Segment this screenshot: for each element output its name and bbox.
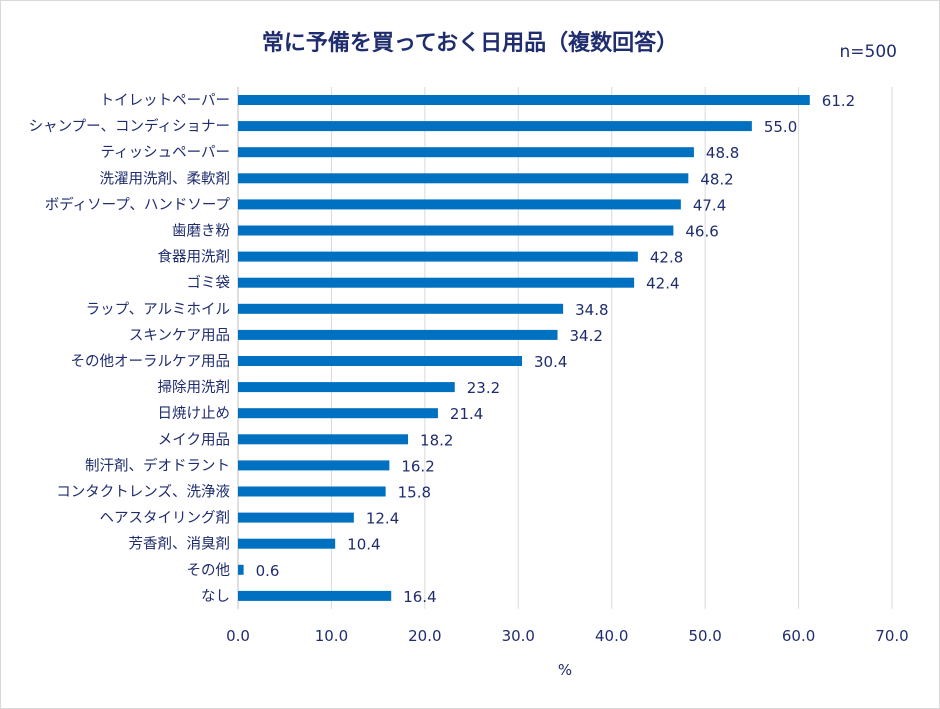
bar [238, 95, 810, 105]
category-label: スキンケア用品 [129, 327, 230, 344]
bar [238, 251, 638, 262]
data-label: 48.8 [706, 144, 739, 162]
data-label: 15.8 [398, 484, 431, 502]
data-label: 10.4 [347, 536, 380, 554]
bar [238, 121, 752, 132]
x-tick-label: 40.0 [595, 627, 628, 645]
x-axis-label: % [558, 661, 572, 679]
data-label: 30.4 [534, 353, 567, 371]
category-label: シャンプー、コンディショナー [29, 117, 230, 135]
x-tick-label: 30.0 [502, 627, 535, 645]
bar [238, 303, 564, 314]
data-label: 16.4 [403, 588, 436, 606]
category-label: その他オーラルケア用品 [71, 353, 231, 370]
category-label: トイレットペーパー [100, 92, 230, 109]
data-label: 34.2 [570, 327, 603, 345]
category-label: 歯磨き粉 [172, 223, 230, 240]
data-label: 18.2 [420, 431, 453, 449]
data-label: 42.8 [650, 249, 683, 267]
category-label: ティッシュペーパー [101, 144, 230, 161]
data-label: 23.2 [467, 379, 500, 397]
category-label: メイク用品 [158, 431, 230, 448]
bar [238, 434, 409, 445]
bar [238, 564, 244, 575]
bar [238, 173, 689, 184]
bar [238, 486, 386, 497]
data-label: 47.4 [693, 196, 726, 214]
data-label: 12.4 [366, 510, 399, 528]
bar [238, 538, 336, 549]
bar [238, 147, 694, 158]
bar [238, 199, 681, 210]
x-tick-label: 20.0 [408, 627, 441, 645]
category-label: ボディソープ、ハンドソープ [45, 195, 231, 213]
category-label: 日焼け止め [158, 405, 231, 422]
data-label: 0.6 [256, 562, 280, 580]
bar [238, 277, 635, 288]
data-label: 55.0 [764, 118, 797, 136]
bar [238, 408, 438, 419]
x-tick-label: 70.0 [875, 627, 908, 645]
bar [238, 225, 674, 236]
category-label: ヘアスタイリング剤 [100, 510, 231, 527]
x-tick-label: 60.0 [782, 627, 815, 645]
data-label: 16.2 [401, 457, 434, 475]
data-label: 42.4 [646, 275, 679, 293]
x-tick-label: 0.0 [226, 627, 250, 645]
bar [238, 356, 523, 366]
category-label: ゴミ袋 [187, 274, 231, 292]
category-label: なし [201, 588, 230, 605]
category-label: ラップ、アルミホイル [86, 301, 230, 318]
category-label: 食器用洗剤 [158, 249, 231, 266]
category-label: その他 [187, 562, 231, 579]
sample-size-note: n=500 [840, 42, 897, 62]
category-label: 芳香剤、消臭剤 [129, 536, 231, 553]
category-label: 掃除用洗剤 [158, 378, 231, 396]
category-label: コンタクトレンズ、洗浄液 [56, 484, 230, 501]
bar [238, 382, 455, 393]
bar [238, 460, 390, 471]
chart-title: 常に予備を買っておく日用品（複数回答） [262, 30, 678, 56]
category-label: 洗濯用洗剤、柔軟剤 [100, 170, 231, 187]
bar [238, 512, 354, 523]
data-label: 46.6 [685, 223, 718, 241]
category-label: 制汗剤、デオドラント [85, 456, 230, 474]
data-label: 21.4 [450, 405, 483, 423]
bar [238, 590, 392, 601]
bar [238, 329, 558, 340]
data-label: 34.8 [575, 301, 608, 319]
x-tick-label: 50.0 [688, 627, 721, 645]
data-label: 61.2 [822, 92, 855, 110]
x-tick-label: 10.0 [315, 627, 348, 645]
data-label: 48.2 [700, 170, 733, 188]
